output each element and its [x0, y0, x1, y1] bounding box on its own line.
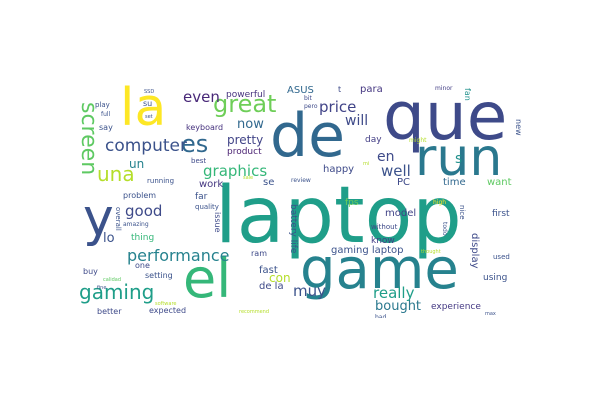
cloud-word: first: [492, 209, 510, 219]
cloud-word: fan: [463, 88, 472, 101]
cloud-word: SSD: [144, 89, 155, 95]
cloud-word: de: [270, 101, 345, 171]
cloud-word: experience: [431, 302, 481, 312]
cloud-word: s: [455, 151, 463, 167]
cloud-word: work: [199, 179, 224, 190]
cloud-word: review: [291, 177, 311, 184]
cloud-word: know: [371, 236, 395, 246]
cloud-word: far: [195, 192, 208, 202]
cloud-word: la: [120, 82, 167, 138]
cloud-word: con: [269, 271, 291, 285]
cloud-word: fast: [259, 265, 278, 276]
cloud-word: que: [383, 82, 508, 155]
cloud-word: want: [487, 177, 512, 188]
cloud-word: really: [373, 284, 415, 302]
cloud-word: lo: [103, 231, 115, 246]
cloud-word: es: [181, 130, 209, 158]
cloud-word: might: [409, 137, 427, 144]
cloud-word: t: [338, 85, 342, 94]
cloud-word: PC: [397, 177, 411, 188]
cloud-word: para: [360, 84, 383, 95]
cloud-word: en: [377, 149, 395, 165]
cloud-word: without: [371, 223, 398, 231]
cloud-word: one: [135, 261, 150, 270]
cloud-word: thought: [421, 249, 441, 255]
cloud-word: better: [97, 307, 122, 316]
cloud-word: happy: [323, 164, 355, 175]
cloud-word: overall: [114, 207, 122, 231]
cloud-word: best: [191, 157, 207, 165]
cloud-word: pero: [304, 103, 318, 110]
cloud-word: play: [95, 101, 110, 109]
cloud-word: performance: [127, 246, 230, 265]
cloud-word: minor: [435, 85, 453, 92]
cloud-word: bad: [375, 314, 387, 319]
cloud-word: issue: [213, 212, 222, 233]
cloud-word: powerful: [226, 90, 266, 100]
cloud-word: new: [514, 119, 523, 136]
cloud-word: graphics: [203, 162, 268, 180]
cloud-word: max: [485, 311, 496, 317]
cloud-word: un: [129, 157, 145, 171]
cloud-word: de la: [259, 281, 284, 292]
cloud-word: good: [125, 202, 163, 220]
cloud-word: laptop: [215, 171, 462, 261]
cloud-word: el: [183, 247, 232, 310]
cloud-word: ASUS: [287, 85, 314, 96]
cloud-word: even: [183, 88, 220, 106]
cloud-word: running: [147, 177, 175, 185]
word-cloud: laptop que de game run el la y gaming great es una s…: [75, 82, 525, 318]
cloud-word: buy: [83, 267, 98, 276]
cloud-word: software: [155, 301, 177, 307]
cloud-word: thing: [131, 233, 155, 243]
cloud-word: recommend: [239, 309, 269, 315]
cloud-word: quality: [195, 203, 219, 211]
cloud-word: problem: [123, 191, 157, 200]
cloud-word: well: [381, 162, 411, 180]
cloud-word: amazing: [123, 221, 149, 228]
cloud-word: say: [99, 123, 113, 132]
cloud-word: price: [319, 98, 357, 116]
cloud-word: se: [263, 177, 275, 188]
cloud-word: battery life: [288, 204, 298, 254]
cloud-word: using: [483, 273, 508, 283]
cloud-word: todo: [441, 222, 448, 236]
cloud-word: game: [300, 237, 459, 302]
cloud-word: full: [101, 111, 111, 118]
cloud-word: set: [145, 114, 153, 120]
cloud-word: muy: [293, 282, 326, 300]
cloud-word: model: [385, 208, 417, 219]
cloud-word: high: [433, 199, 447, 206]
cloud-word: calidad: [103, 277, 122, 283]
cloud-word: product: [227, 147, 262, 157]
cloud-word: ram: [251, 249, 267, 258]
cloud-word: bought: [375, 299, 422, 314]
cloud-word: great: [213, 90, 277, 118]
cloud-word: computer: [105, 136, 187, 156]
cloud-word: day: [365, 135, 382, 145]
cloud-word: time: [443, 177, 466, 188]
cloud-word: gaming laptop: [331, 245, 404, 256]
cloud-word: mi: [363, 161, 370, 167]
cloud-word: display: [469, 233, 480, 269]
cloud-word: run: [415, 128, 503, 188]
cloud-word: setting: [145, 271, 173, 280]
cloud-word: will: [345, 113, 369, 129]
cloud-word: sale: [243, 175, 254, 181]
cloud-word: screen: [76, 102, 101, 176]
cloud-word: keyboard: [186, 123, 224, 132]
cloud-word: expected: [149, 306, 187, 315]
cloud-word: y: [83, 188, 114, 248]
cloud-word: used: [493, 253, 510, 261]
cloud-word: fps: [345, 198, 359, 208]
cloud-word: now: [237, 117, 264, 132]
cloud-word: bit: [304, 95, 312, 102]
cloud-word: fine: [97, 285, 107, 291]
cloud-word: una: [97, 162, 135, 186]
cloud-word: gaming: [79, 280, 155, 304]
cloud-word: su: [143, 99, 153, 108]
cloud-word: nice: [458, 205, 466, 220]
cloud-word: pretty: [227, 133, 264, 147]
